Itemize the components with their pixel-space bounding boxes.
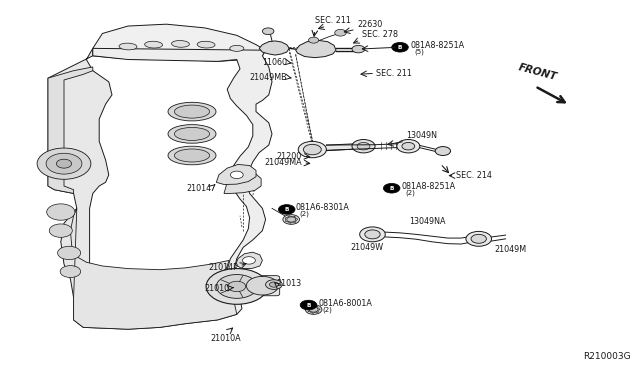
Text: 21049W: 21049W [350,243,383,252]
Circle shape [309,307,318,312]
Polygon shape [48,48,186,329]
Polygon shape [48,67,93,193]
Circle shape [308,37,319,43]
Text: B: B [390,186,394,191]
Circle shape [278,205,295,214]
Polygon shape [93,24,266,61]
Text: SEC. 278: SEC. 278 [362,30,397,39]
Text: B: B [398,45,402,50]
Text: 081A8-8251A: 081A8-8251A [402,182,456,191]
Circle shape [287,217,296,222]
Ellipse shape [174,149,210,162]
Circle shape [360,227,385,242]
Ellipse shape [172,41,189,47]
Circle shape [47,204,75,220]
Circle shape [269,282,278,287]
Circle shape [471,234,486,243]
Circle shape [435,147,451,155]
Text: 21014: 21014 [186,184,211,193]
Text: R210003G: R210003G [583,352,630,361]
Circle shape [402,142,415,150]
Circle shape [283,215,300,224]
FancyBboxPatch shape [235,276,280,296]
Circle shape [300,300,317,310]
Polygon shape [259,41,289,55]
Circle shape [365,230,380,239]
Text: SEC. 214: SEC. 214 [456,171,492,180]
Text: SEC. 211: SEC. 211 [376,69,412,78]
Circle shape [303,144,321,155]
Text: 21049MA: 21049MA [264,158,302,167]
Circle shape [230,171,243,179]
Circle shape [46,153,82,174]
Text: 081A8-8251A: 081A8-8251A [411,41,465,50]
Text: 21049M: 21049M [495,245,527,254]
Circle shape [392,42,408,52]
Ellipse shape [119,43,137,50]
Circle shape [383,183,400,193]
Ellipse shape [230,45,244,51]
Circle shape [58,246,81,260]
Circle shape [49,224,72,237]
Ellipse shape [168,146,216,165]
Text: 21010A: 21010A [210,334,241,343]
Text: SEC. 211: SEC. 211 [315,16,351,25]
Ellipse shape [197,41,215,48]
Circle shape [352,140,375,153]
Circle shape [266,280,282,289]
Polygon shape [236,252,262,269]
Circle shape [243,257,255,264]
Circle shape [60,266,81,278]
Circle shape [228,281,246,292]
Text: 21049MB: 21049MB [249,73,287,82]
Ellipse shape [174,105,210,118]
Text: (5): (5) [415,48,424,55]
Circle shape [397,140,420,153]
Text: B: B [285,207,289,212]
Ellipse shape [168,125,216,143]
Circle shape [466,231,492,246]
Text: 21013: 21013 [276,279,301,288]
Text: 22630: 22630 [357,20,382,29]
Polygon shape [224,171,261,193]
Text: (2): (2) [323,306,332,313]
Circle shape [206,269,268,304]
Circle shape [335,29,346,36]
Circle shape [298,141,326,158]
Ellipse shape [168,102,216,121]
Circle shape [357,142,370,150]
Circle shape [37,148,91,179]
Polygon shape [70,208,237,329]
Polygon shape [216,164,256,185]
Text: FRONT: FRONT [517,62,558,83]
Text: 11060: 11060 [262,58,287,67]
Text: (2): (2) [406,189,415,196]
Circle shape [246,276,278,295]
Circle shape [305,305,322,314]
Circle shape [56,159,72,168]
Text: 13049NA: 13049NA [410,217,446,226]
Text: 13049N: 13049N [406,131,437,140]
Text: 081A6-8001A: 081A6-8001A [319,299,372,308]
Circle shape [262,28,274,35]
Text: (2): (2) [300,210,309,217]
Text: B: B [307,302,310,308]
Ellipse shape [145,41,163,48]
Polygon shape [296,40,336,58]
Text: 21010: 21010 [204,284,229,293]
Circle shape [216,275,257,298]
Circle shape [352,45,365,53]
Ellipse shape [174,127,210,140]
Text: 21014P: 21014P [208,263,238,272]
Polygon shape [93,48,272,324]
Text: 21200: 21200 [277,152,302,161]
Text: 081A6-8301A: 081A6-8301A [296,203,349,212]
